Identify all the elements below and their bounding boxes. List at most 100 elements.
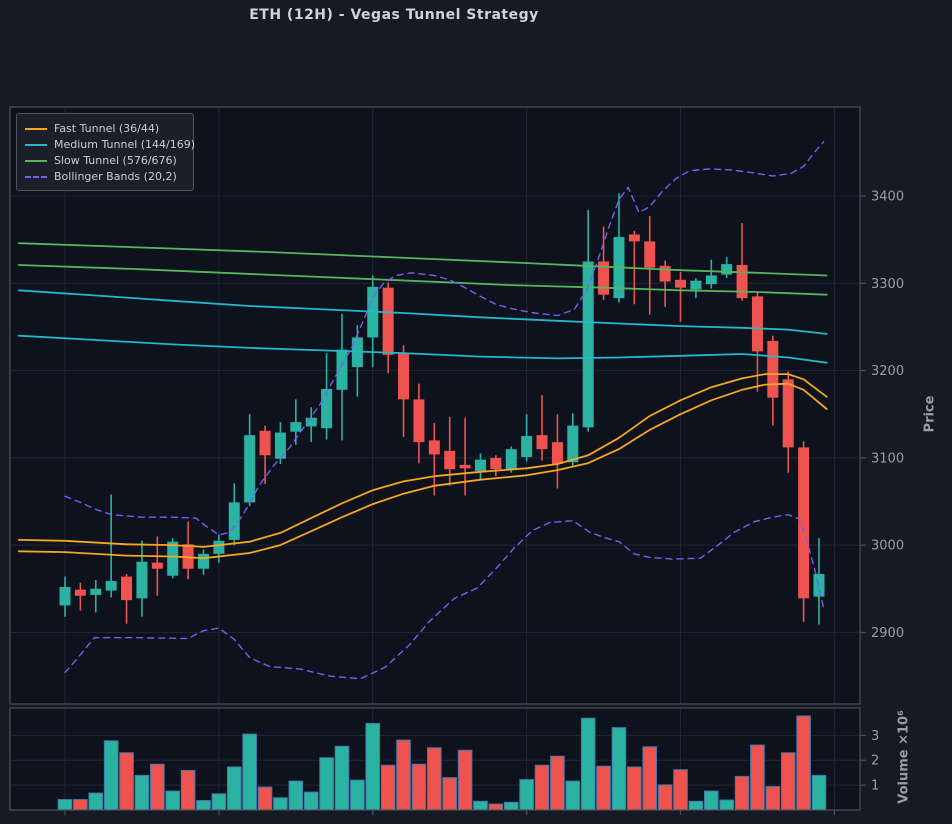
volume-tick-label: 1 xyxy=(871,779,879,794)
candle-body xyxy=(751,296,763,352)
candle-body xyxy=(151,562,163,569)
legend-item-label: Fast Tunnel (36/44) xyxy=(54,122,160,135)
candle-body xyxy=(490,457,502,470)
volume-bar xyxy=(473,800,488,811)
volume-bar xyxy=(750,744,765,811)
volume-bar xyxy=(673,769,688,811)
candle-body xyxy=(675,279,687,288)
volume-bar xyxy=(596,765,611,811)
bollinger-lower-line xyxy=(64,513,825,680)
medium-tunnel-upper-line xyxy=(17,289,828,335)
volume-bar xyxy=(288,780,304,811)
candle-body xyxy=(736,264,748,299)
bollinger-upper-line xyxy=(64,141,825,536)
price-tick-label: 3400 xyxy=(871,190,904,205)
volume-bar xyxy=(503,801,519,811)
volume-bar xyxy=(396,739,411,811)
price-tick-label: 3300 xyxy=(871,277,904,292)
volume-bar xyxy=(242,733,257,811)
volume-bar xyxy=(73,799,88,811)
candle-body xyxy=(659,265,671,282)
legend-item: Slow Tunnel (576/676) xyxy=(25,153,185,168)
volume-bar xyxy=(442,777,457,811)
volume-bar xyxy=(134,774,150,811)
slow-tunnel-upper-line xyxy=(17,242,828,277)
volume-bar xyxy=(350,779,365,811)
volume-bar xyxy=(165,790,181,811)
axis-ticks: 2900 3000 3100 3200 3300 3400 1 2 3 xyxy=(64,190,904,815)
volume-axis-label: Volume ×10⁶ xyxy=(896,710,912,804)
candle-body xyxy=(721,264,733,275)
price-tick-label: 3000 xyxy=(871,539,904,554)
candle-body xyxy=(428,440,440,455)
legend-item: Medium Tunnel (144/169) xyxy=(25,137,195,152)
candle-body xyxy=(105,580,117,591)
candle-body xyxy=(567,425,579,463)
price-tick-label: 2900 xyxy=(871,626,904,641)
candle-body xyxy=(59,587,71,606)
volume-bar xyxy=(534,764,550,811)
volume-bar xyxy=(488,803,504,811)
candle-body xyxy=(90,588,102,595)
price-tick-label: 3100 xyxy=(871,451,904,466)
volume-bar xyxy=(226,766,242,811)
chart-title: ETH (12H) - Vegas Tunnel Strategy xyxy=(249,7,539,23)
volume-bar xyxy=(103,740,119,811)
volume-bar xyxy=(627,766,642,811)
candle-body xyxy=(459,464,471,469)
candle-body xyxy=(705,275,717,285)
volume-bar xyxy=(796,715,811,811)
volume-bar xyxy=(57,799,73,811)
volume-bar xyxy=(365,722,381,811)
volume-bar xyxy=(88,792,104,811)
volume-bar xyxy=(457,749,473,811)
volume-bar xyxy=(519,779,534,811)
candle-body xyxy=(244,435,256,503)
candle-body xyxy=(228,502,240,540)
legend-box: Fast Tunnel (36/44) Medium Tunnel (144/16… xyxy=(16,113,195,191)
candle-body xyxy=(398,353,410,400)
volume-bar xyxy=(565,780,581,811)
volume-bar xyxy=(811,774,827,811)
main-panel-border xyxy=(9,106,861,705)
volume-bar xyxy=(150,763,165,811)
volume-bar xyxy=(380,764,396,811)
candle-body xyxy=(644,241,656,268)
volume-bar xyxy=(688,800,704,811)
line-swatch-icon xyxy=(25,159,47,162)
volume-bar xyxy=(580,717,596,811)
line-swatch-icon xyxy=(25,127,47,130)
candle-body xyxy=(274,432,286,459)
volume-bar xyxy=(411,763,427,811)
volume-bars xyxy=(57,715,827,811)
volume-bar xyxy=(180,769,196,811)
candle-body xyxy=(121,576,133,601)
volume-bar xyxy=(303,791,319,811)
candle-body xyxy=(167,541,179,576)
candle-body xyxy=(136,561,148,599)
legend-item-label: Slow Tunnel (576/676) xyxy=(54,154,177,167)
volume-bar xyxy=(611,727,627,811)
medium-tunnel-lower-line xyxy=(17,334,828,364)
volume-tick-label: 3 xyxy=(871,729,879,744)
candle-body xyxy=(551,442,563,464)
candle-body xyxy=(798,447,810,599)
dashed-line-swatch-icon xyxy=(25,175,47,178)
main-panel-background xyxy=(10,107,860,704)
candle-body xyxy=(444,450,456,470)
candle-body xyxy=(628,234,640,242)
candle-body xyxy=(74,589,86,596)
fast-tunnel-upper-line xyxy=(17,373,828,548)
candle-body xyxy=(321,388,333,429)
candle-body xyxy=(259,430,271,456)
candle-body xyxy=(213,540,225,554)
volume-bar xyxy=(334,745,350,811)
candle-body xyxy=(336,349,348,390)
volume-bar xyxy=(642,746,658,811)
volume-panel-border xyxy=(9,707,861,811)
candle-body xyxy=(382,287,394,355)
candle-body xyxy=(767,340,779,398)
volume-bar xyxy=(703,790,719,811)
